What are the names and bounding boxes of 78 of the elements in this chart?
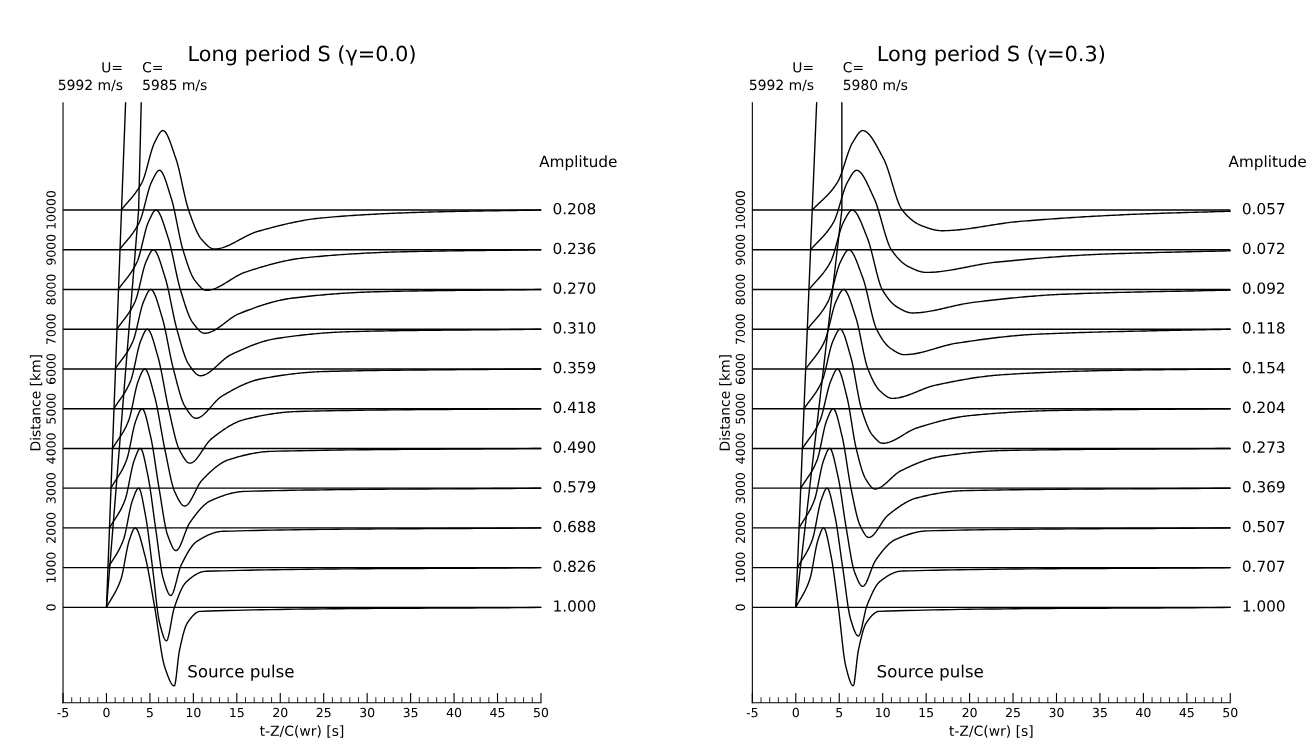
text: 1.000 <box>554 600 596 612</box>
x-tick-label: 20 <box>962 707 977 718</box>
text: 0.208 <box>553 202 596 215</box>
x-tick-label: 15 <box>919 708 933 718</box>
text: 0.579 <box>553 481 596 493</box>
y-tick-label: 7000 <box>735 314 746 345</box>
x-tick-label: 25 <box>1006 707 1020 718</box>
x-tick-label: 5 <box>146 708 153 718</box>
y-tick-label: 3000 <box>46 473 56 504</box>
x-tick-label: 10 <box>876 707 890 718</box>
text: 0.688 <box>553 520 596 533</box>
y-tick-label: 6000 <box>46 353 56 385</box>
y-tick-label: 10000 <box>735 190 746 229</box>
y-tick-label: 10000 <box>46 190 56 229</box>
text: 0.236 <box>553 242 596 255</box>
text: 0.273 <box>1242 441 1285 453</box>
y-tick-label: 4000 <box>735 433 746 464</box>
x-tick-label: 40 <box>1136 707 1151 718</box>
annotation: Source pulse <box>188 664 294 681</box>
x-tick-label: -5 <box>746 708 758 718</box>
x-tick-label: 45 <box>1179 708 1194 718</box>
y-tick-label: 5000 <box>735 393 746 424</box>
x-tick-label: 50 <box>1223 707 1238 718</box>
x-tick-label: 0 <box>103 707 110 718</box>
y-tick-label: 0 <box>735 604 746 611</box>
text: 0.359 <box>553 361 596 374</box>
text: 0.418 <box>553 401 596 414</box>
x-tick-label: 30 <box>1049 707 1064 718</box>
text: 0.707 <box>1242 560 1285 573</box>
x-tick-label: 50 <box>533 707 549 718</box>
text: 0.826 <box>553 560 596 573</box>
series-label: U= 5992 m/s <box>58 62 123 92</box>
y-tick-label: 1000 <box>735 552 746 583</box>
y-tick-label: 5000 <box>46 393 56 424</box>
x-tick-label: 40 <box>446 707 462 718</box>
y-tick-label: 1000 <box>46 552 56 583</box>
y-axis-title: Distance [km] <box>29 355 43 451</box>
x-tick-label: 35 <box>1092 707 1107 718</box>
x-tick-label: 20 <box>273 707 288 718</box>
y-tick-label: 9000 <box>46 234 56 265</box>
y-tick-label: 3000 <box>735 473 746 504</box>
text: 0.270 <box>553 282 596 294</box>
x-axis-title: t-Z/C(wr) [s] <box>259 725 344 738</box>
y-tick-label: 4000 <box>46 433 56 464</box>
y-tick-label: 6000 <box>735 353 746 385</box>
annotation: Source pulse <box>877 664 983 681</box>
annotation: Amplitude <box>1228 155 1306 171</box>
x-tick-label: -5 <box>57 708 69 718</box>
x-axis-title: t-Z/C(wr) [s] <box>949 725 1033 738</box>
x-tick-label: 25 <box>316 707 331 718</box>
text: 0.204 <box>1242 401 1285 414</box>
text: 0.118 <box>1242 322 1285 334</box>
annotation: Amplitude <box>539 155 617 171</box>
y-tick-label: 0 <box>46 604 56 611</box>
y-tick-label: 8000 <box>46 274 56 305</box>
text: 0.507 <box>1242 520 1285 533</box>
x-tick-label: 0 <box>792 707 799 718</box>
x-tick-label: 15 <box>230 708 244 718</box>
text: 0.369 <box>1242 481 1285 493</box>
x-tick-label: 35 <box>403 707 418 718</box>
text: 0.072 <box>1242 242 1285 255</box>
x-tick-label: 30 <box>360 707 375 718</box>
x-tick-label: 5 <box>836 708 843 718</box>
y-tick-label: 2000 <box>46 512 56 543</box>
y-axis-title: Distance [km] <box>719 355 732 451</box>
y-tick-label: 7000 <box>46 314 56 345</box>
text: 0.490 <box>553 441 596 453</box>
y-tick-label: 2000 <box>735 512 746 543</box>
x-tick-label: 45 <box>490 708 505 718</box>
y-tick-label: 9000 <box>735 234 746 265</box>
y-tick-label: 8000 <box>735 274 746 305</box>
text: 0.092 <box>1242 282 1285 294</box>
text: 0.154 <box>1242 361 1285 374</box>
text: 0.310 <box>553 322 596 334</box>
series-label: U= 5992 m/s <box>749 62 814 92</box>
text: 0.057 <box>1242 202 1285 215</box>
text: 1.000 <box>1243 600 1285 612</box>
x-tick-label: 10 <box>186 707 201 718</box>
